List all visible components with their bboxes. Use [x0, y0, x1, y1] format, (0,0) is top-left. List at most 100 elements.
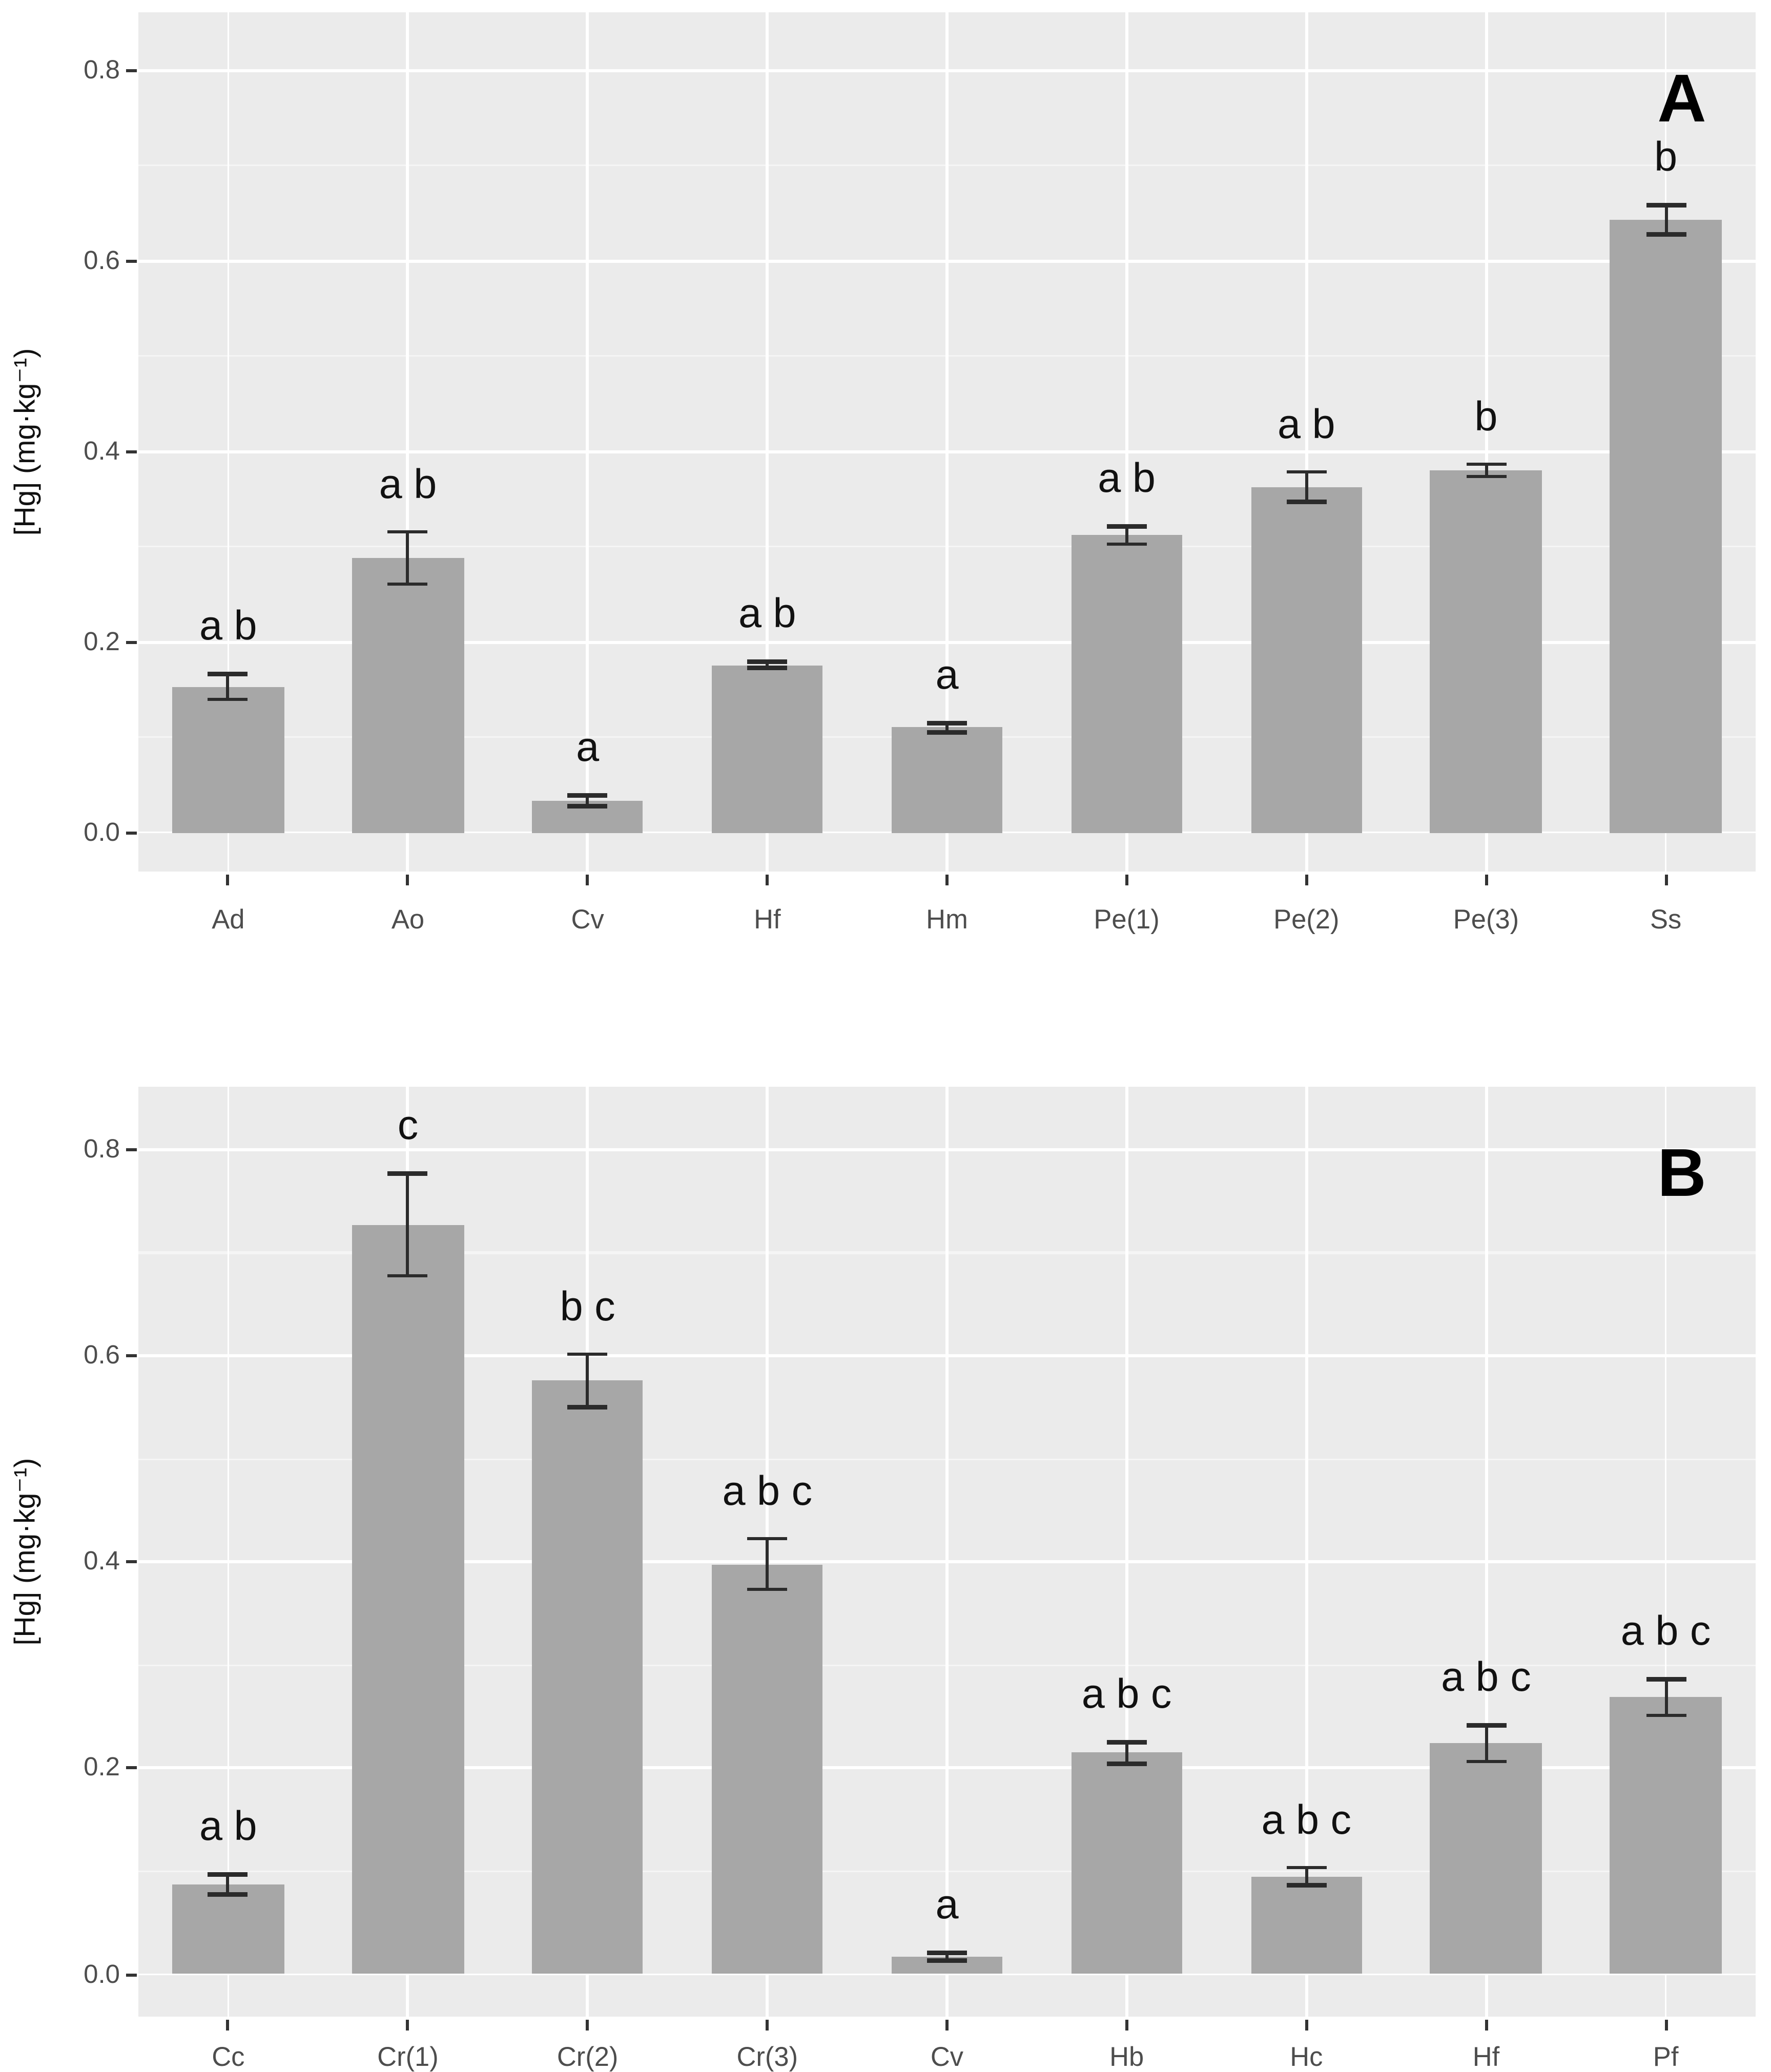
x-tick-label-Cv: Cv: [930, 2041, 964, 2072]
y-axis-title-wrap-A: [Hg] (mg·kg⁻¹): [3, 12, 49, 872]
x-tick-label-Ao: Ao: [391, 904, 425, 935]
sig-letters-Hm: a: [935, 652, 959, 698]
x-tick: [226, 2020, 230, 2030]
error-bar-Ao: [406, 531, 409, 585]
x-tick: [1305, 875, 1308, 885]
error-cap-bottom: [747, 666, 788, 670]
error-cap-bottom: [1286, 1883, 1327, 1888]
error-cap-top: [567, 794, 608, 798]
error-cap-top: [927, 1951, 967, 1955]
x-tick-label-Pe(3): Pe(3): [1453, 904, 1519, 935]
x-tick: [1664, 875, 1667, 885]
gridline-vertical: [1664, 1087, 1667, 2017]
error-cap-top: [1645, 203, 1686, 208]
x-tick: [226, 875, 230, 885]
y-tick-label: 0.6: [84, 1340, 120, 1370]
bar-Pe(2): [1250, 486, 1362, 833]
error-bar-Cc: [226, 1874, 230, 1895]
gridline-vertical: [945, 1087, 949, 2017]
error-cap-top: [1466, 1723, 1506, 1728]
x-tick: [406, 2020, 409, 2030]
error-cap-top: [387, 530, 428, 534]
bar-Hf: [1430, 1743, 1542, 1975]
error-bar-Cr(1): [406, 1173, 409, 1277]
sig-letters-Hb: a b c: [1081, 1670, 1172, 1717]
y-tick: [126, 1973, 137, 1976]
error-cap-top: [1466, 462, 1506, 467]
error-cap-bottom: [927, 1958, 967, 1963]
gridline-vertical: [406, 12, 409, 872]
bar-Ao: [352, 558, 464, 833]
x-tick-label-Cr(3): Cr(3): [736, 2041, 798, 2072]
y-tick: [126, 1767, 137, 1770]
x-tick-label-Hb: Hb: [1109, 2041, 1144, 2072]
y-tick: [126, 259, 137, 263]
error-cap-top: [747, 659, 788, 664]
error-cap-bottom: [208, 697, 249, 702]
x-tick-label-Cc: Cc: [212, 2041, 245, 2072]
y-tick-label: 0.8: [84, 1134, 120, 1164]
sig-letters-Hf: a b: [738, 590, 796, 637]
panel-letter-B: B: [1657, 1136, 1706, 1211]
bar-Cr(3): [711, 1564, 823, 1975]
y-axis-title: [Hg] (mg·kg⁻¹): [10, 348, 43, 536]
sig-letters-Cc: a b: [199, 1804, 257, 1850]
error-cap-bottom: [1645, 1713, 1686, 1717]
x-tick-label-Hm: Hm: [926, 904, 968, 935]
error-cap-bottom: [747, 1587, 788, 1591]
error-cap-top: [747, 1537, 788, 1541]
y-tick: [126, 640, 137, 644]
error-bar-Pe(1): [1125, 526, 1128, 545]
gridline-vertical: [1125, 12, 1128, 872]
sig-letters-Cr(1): c: [397, 1102, 419, 1149]
gridline-vertical: [945, 12, 949, 872]
x-tick: [406, 875, 409, 885]
gridline-vertical: [586, 12, 589, 872]
error-cap-top: [567, 1352, 608, 1356]
error-cap-bottom: [1466, 1759, 1506, 1764]
error-bar-Hf: [766, 661, 769, 669]
x-tick-label-Pe(1): Pe(1): [1094, 904, 1160, 935]
gridline-vertical: [1485, 12, 1488, 872]
x-tick: [766, 2020, 769, 2030]
gridline-vertical: [1305, 12, 1308, 872]
error-bar-Cr(2): [586, 1354, 589, 1407]
x-tick: [945, 2020, 949, 2030]
error-cap-top: [1645, 1677, 1686, 1681]
error-cap-bottom: [1106, 1762, 1147, 1766]
error-bar-Ss: [1664, 204, 1667, 235]
error-cap-top: [1106, 524, 1147, 528]
y-tick: [126, 69, 137, 72]
y-tick-label: 0.2: [84, 1753, 120, 1783]
x-tick: [1484, 875, 1488, 885]
error-cap-bottom: [1286, 499, 1327, 504]
sig-letters-Pe(2): a b: [1277, 401, 1335, 447]
x-tick-label-Hf: Hf: [754, 904, 781, 935]
y-tick: [126, 831, 137, 834]
sig-letters-Ad: a b: [199, 603, 257, 649]
error-cap-top: [927, 721, 967, 726]
x-tick: [945, 875, 949, 885]
bar-Ad: [172, 687, 284, 833]
error-bar-Cv: [945, 1953, 949, 1961]
y-axis-title-wrap-B: [Hg] (mg·kg⁻¹): [3, 1087, 49, 2017]
y-tick-label: 0.0: [84, 1959, 120, 1988]
x-tick-label-Pe(2): Pe(2): [1273, 904, 1340, 935]
error-bar-Ad: [226, 673, 230, 700]
gridline-vertical: [1305, 1087, 1308, 2017]
sig-letters-Pf: a b c: [1620, 1608, 1711, 1654]
y-tick-label: 0.8: [84, 55, 120, 85]
error-bar-Pe(3): [1484, 464, 1488, 478]
error-cap-bottom: [1106, 542, 1147, 547]
bar-Cc: [172, 1884, 284, 1975]
y-tick: [126, 450, 137, 453]
gridline-vertical: [1125, 1087, 1128, 2017]
x-tick-label-Ss: Ss: [1650, 904, 1682, 935]
x-tick: [586, 875, 589, 885]
panel-letter-A: A: [1657, 61, 1706, 137]
bar-Cr(2): [531, 1380, 644, 1975]
error-bar-Hc: [1305, 1867, 1308, 1886]
error-cap-top: [208, 672, 249, 676]
gridline-vertical: [226, 12, 230, 872]
